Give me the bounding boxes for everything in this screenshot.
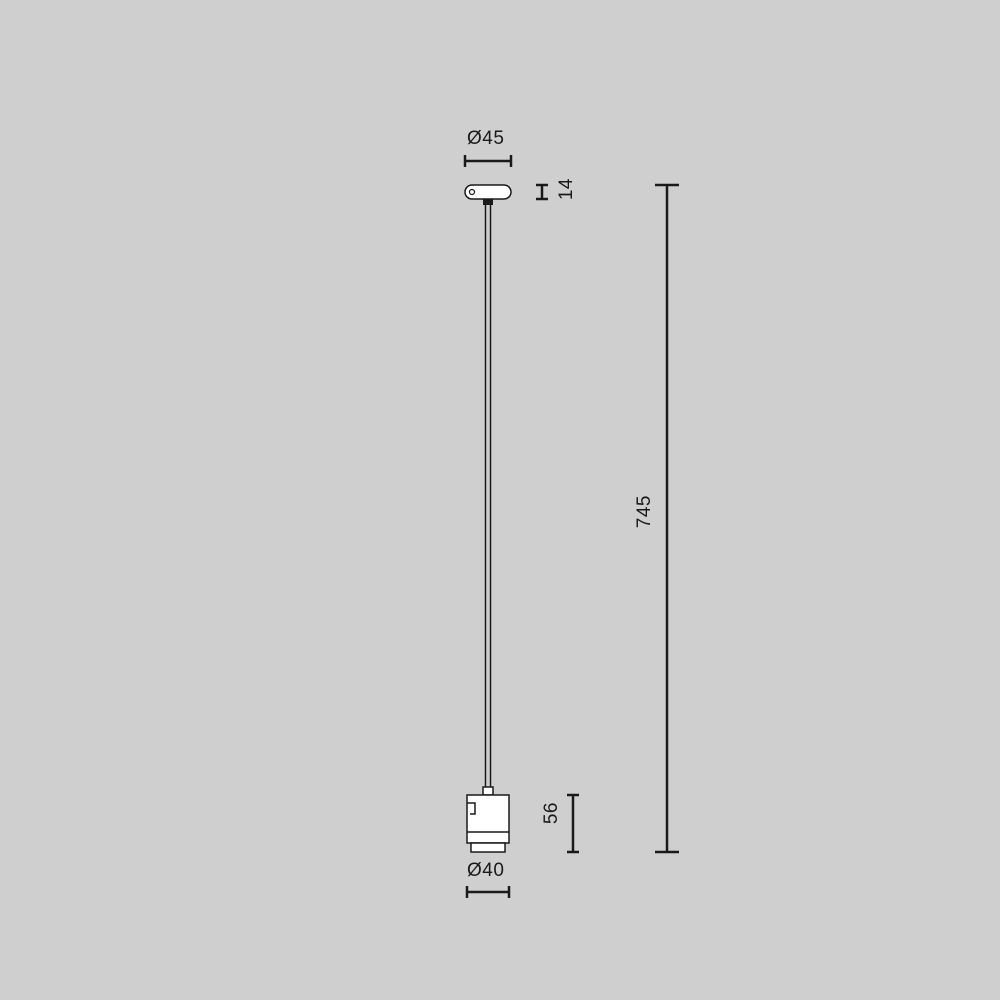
label-bottom-diameter: Ø40 [467, 860, 504, 882]
dim-bottom-width [467, 886, 509, 898]
dim-total-height [655, 185, 679, 852]
label-top-height: 14 [556, 178, 578, 200]
technical-drawing [0, 0, 1000, 1000]
canopy-group [465, 185, 511, 199]
label-total-height: 745 [634, 495, 656, 528]
label-fixture-height: 56 [541, 802, 563, 824]
fixture-group [467, 795, 509, 852]
label-top-diameter: Ø45 [467, 128, 504, 150]
rod-top-connector [483, 199, 493, 205]
dim-top-height [536, 185, 548, 199]
dim-top-width [465, 155, 511, 167]
bottom-connector [483, 787, 493, 795]
dim-fixture-height [567, 795, 579, 852]
